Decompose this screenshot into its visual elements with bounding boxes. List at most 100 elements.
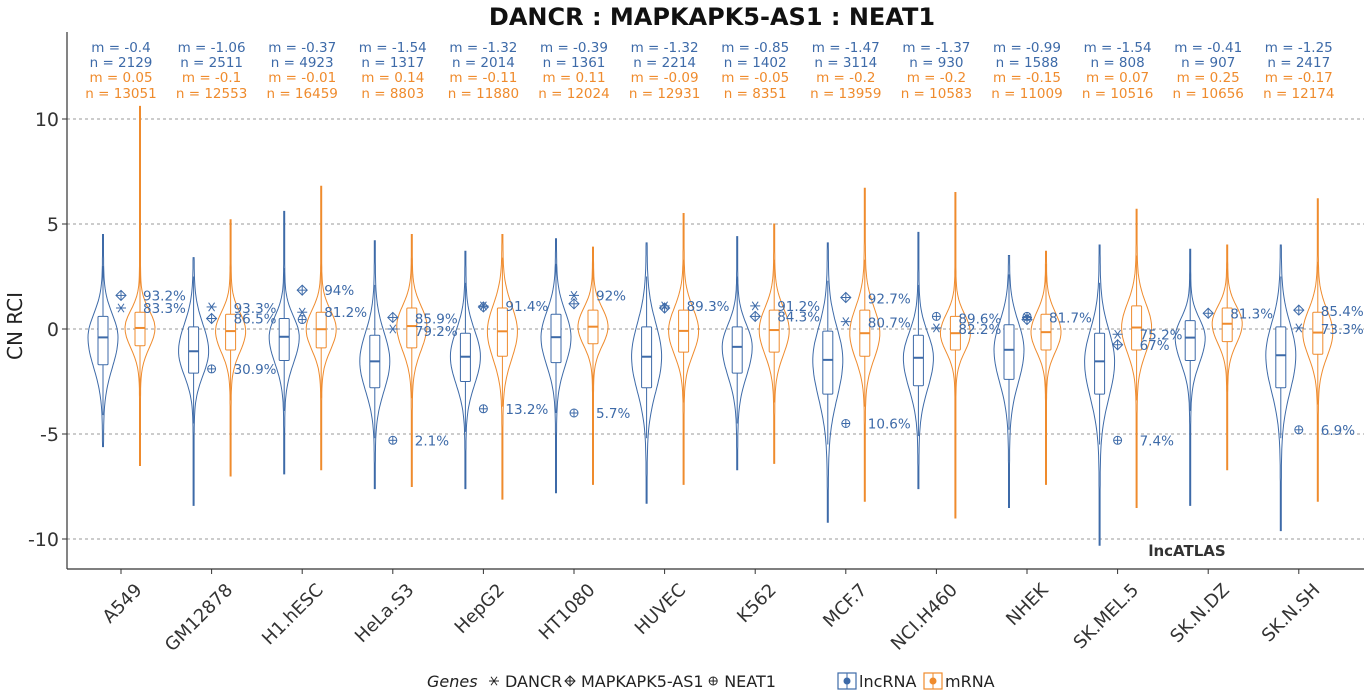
violin-outline: [178, 257, 210, 506]
gene-percentile-label: 75.2%: [1140, 327, 1183, 343]
iqr-box: [912, 334, 924, 387]
lncrna-mean-label: m = -1.47: [812, 40, 880, 56]
lncrna-mean-label: m = -1.37: [902, 40, 970, 56]
gene-marker-dancr: [297, 307, 308, 317]
x-tick-label: SK.MEL.5: [1070, 580, 1144, 654]
mrna-count-label: n = 13959: [810, 86, 881, 102]
mrna-count-label: n = 12553: [176, 86, 247, 102]
iqr-box: [1094, 332, 1106, 395]
violin-outline: [721, 236, 753, 471]
mrna-count-label: n = 12174: [1263, 86, 1334, 102]
violins: [87, 105, 1334, 546]
gene-percentile-label: 2.1%: [415, 433, 449, 449]
gene-marker-neat1: [478, 404, 488, 414]
violin-lncrna-nhek: [993, 255, 1025, 508]
violin-mrna-sk.mel.5: [1121, 208, 1153, 508]
legend-gene-symbol: [708, 676, 718, 686]
violin-outline: [668, 213, 700, 485]
violin-lncrna-hela.s3: [359, 240, 391, 490]
violin-outline: [849, 187, 881, 502]
gene-marker-neat1: [1022, 311, 1032, 321]
violin-mrna-sk.n.dz: [1211, 244, 1243, 471]
mrna-mean-label: m = 0.14: [361, 70, 424, 86]
gene-percentile-label: 92%: [596, 288, 626, 304]
legend-gene-symbol: [564, 675, 576, 687]
gene-marker-dancr: [931, 323, 942, 333]
iqr-box: [1275, 326, 1287, 389]
violin-lncrna-k562: [721, 236, 753, 471]
gene-marker-mapkapk5-as1: [658, 302, 671, 314]
lncrna-count-label: n = 930: [909, 55, 963, 71]
mrna-mean-label: m = 0.25: [1177, 70, 1240, 86]
mrna-count-label: n = 8803: [361, 86, 424, 102]
gene-marker-dancr: [750, 301, 761, 311]
lncrna-count-label: n = 4923: [271, 55, 334, 71]
lncrna-count-label: n = 1361: [543, 55, 606, 71]
x-tick-label: HUVEC: [631, 580, 690, 639]
gene-marker-mapkapk5-as1: [296, 284, 308, 296]
violin-lncrna-gm12878: [178, 257, 210, 506]
violin-mrna-ht1080: [577, 246, 609, 485]
lncrna-count-label: n = 808: [1090, 55, 1144, 71]
gene-marker-neat1: [569, 408, 579, 418]
lncrna-count-label: n = 907: [1181, 55, 1235, 71]
violin-outline: [902, 231, 934, 490]
y-tick-label: 10: [35, 109, 59, 131]
x-tick-label: HepG2: [451, 580, 509, 638]
violin-mrna-hepg2: [486, 234, 518, 500]
lncrna-count-label: n = 1402: [724, 55, 787, 71]
gene-percentile-label: 80.7%: [868, 316, 911, 332]
x-tick-label: GM12878: [161, 580, 237, 656]
lncrna-count-label: n = 2129: [90, 55, 153, 71]
gene-percentile-label: 86.5%: [234, 312, 277, 328]
lncrna-count-label: n = 2417: [1267, 55, 1330, 71]
mrna-count-label: n = 12931: [629, 86, 700, 102]
violin-outline: [87, 234, 119, 448]
mrna-count-label: n = 16459: [266, 86, 337, 102]
legend-type-label: mRNA: [945, 672, 995, 691]
gene-marker-dancr: [1293, 323, 1304, 333]
violin-mrna-mcf.7: [849, 187, 881, 502]
violin-lncrna-nci.h460: [902, 231, 934, 490]
mrna-mean-label: m = 0.05: [89, 70, 152, 86]
mrna-mean-label: m = -0.2: [907, 70, 966, 86]
violin-mrna-a549: [124, 105, 156, 466]
violin-mrna-hela.s3: [396, 234, 428, 487]
iqr-box: [278, 318, 290, 361]
gene-percentile-label: 6.9%: [1321, 423, 1355, 439]
gene-percentile-label: 81.7%: [1049, 310, 1092, 326]
violin-mrna-gm12878: [215, 219, 247, 477]
mrna-count-label: n = 10516: [1082, 86, 1153, 102]
gene-marker-dancr: [387, 324, 398, 334]
x-tick-label: NHEK: [1002, 579, 1053, 630]
violin-outline: [1174, 248, 1206, 506]
mrna-count-label: n = 10656: [1172, 86, 1243, 102]
lncrna-count-label: n = 2214: [633, 55, 696, 71]
x-tick-label: A549: [99, 580, 147, 628]
lncrna-count-label: n = 3114: [814, 55, 877, 71]
violin-outline: [1030, 250, 1062, 485]
lncrna-mean-label: m = -1.32: [449, 40, 517, 56]
violin-outline: [1211, 244, 1243, 471]
gene-percentile-label: 89.3%: [687, 299, 730, 315]
gene-percentile-label: 92.7%: [868, 292, 911, 308]
violin-outline: [124, 105, 156, 466]
gene-percentile-label: 93.2%: [143, 288, 186, 304]
lncatlas-watermark: lncATLAS: [1148, 542, 1225, 560]
lncrna-mean-label: m = -0.37: [268, 40, 336, 56]
mrna-mean-label: m = 0.11: [542, 70, 605, 86]
lncrna-count-label: n = 1317: [361, 55, 424, 71]
lncrna-count-label: n = 2511: [180, 55, 243, 71]
gene-percentile-label: 10.6%: [868, 417, 911, 433]
mrna-count-label: n = 11009: [991, 86, 1062, 102]
x-tick-label: K562: [733, 580, 780, 627]
mrna-mean-label: m = 0.07: [1086, 70, 1149, 86]
lncrna-count-label: n = 1588: [996, 55, 1059, 71]
y-tick-label: 5: [47, 214, 59, 236]
violin-mrna-huvec: [668, 213, 700, 485]
iqr-box: [225, 313, 237, 351]
y-tick-label: -5: [40, 424, 59, 446]
gene-marker-neat1: [841, 419, 851, 428]
legend-gene-label: MAPKAPK5-AS1: [581, 672, 704, 691]
